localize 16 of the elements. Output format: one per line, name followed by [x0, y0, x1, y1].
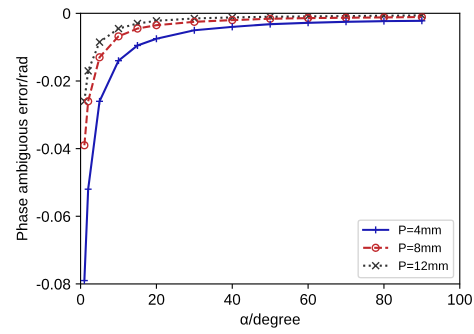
x-tick-label: 0 — [76, 294, 84, 305]
y-tick-label: -0.08 — [36, 278, 70, 290]
legend-label: P=4mm — [399, 226, 441, 234]
x-tick-label: 60 — [300, 294, 316, 305]
legend-label: P=8mm — [399, 243, 441, 252]
y-tick-label: -0.06 — [36, 211, 70, 222]
x-tick-label: 100 — [448, 294, 472, 305]
y-axis-title: Phase ambiguous error/rad — [16, 57, 30, 240]
x-tick-label: 80 — [376, 294, 392, 305]
y-tick-label: 0 — [62, 8, 70, 20]
x-tick-label: 40 — [224, 294, 240, 305]
y-tick-label: -0.04 — [36, 144, 70, 154]
legend-label: P=12mm — [399, 261, 448, 270]
x-tick-label: 20 — [148, 294, 164, 305]
y-tick-label: -0.02 — [36, 76, 70, 87]
x-axis-title: α/degree — [240, 313, 300, 328]
